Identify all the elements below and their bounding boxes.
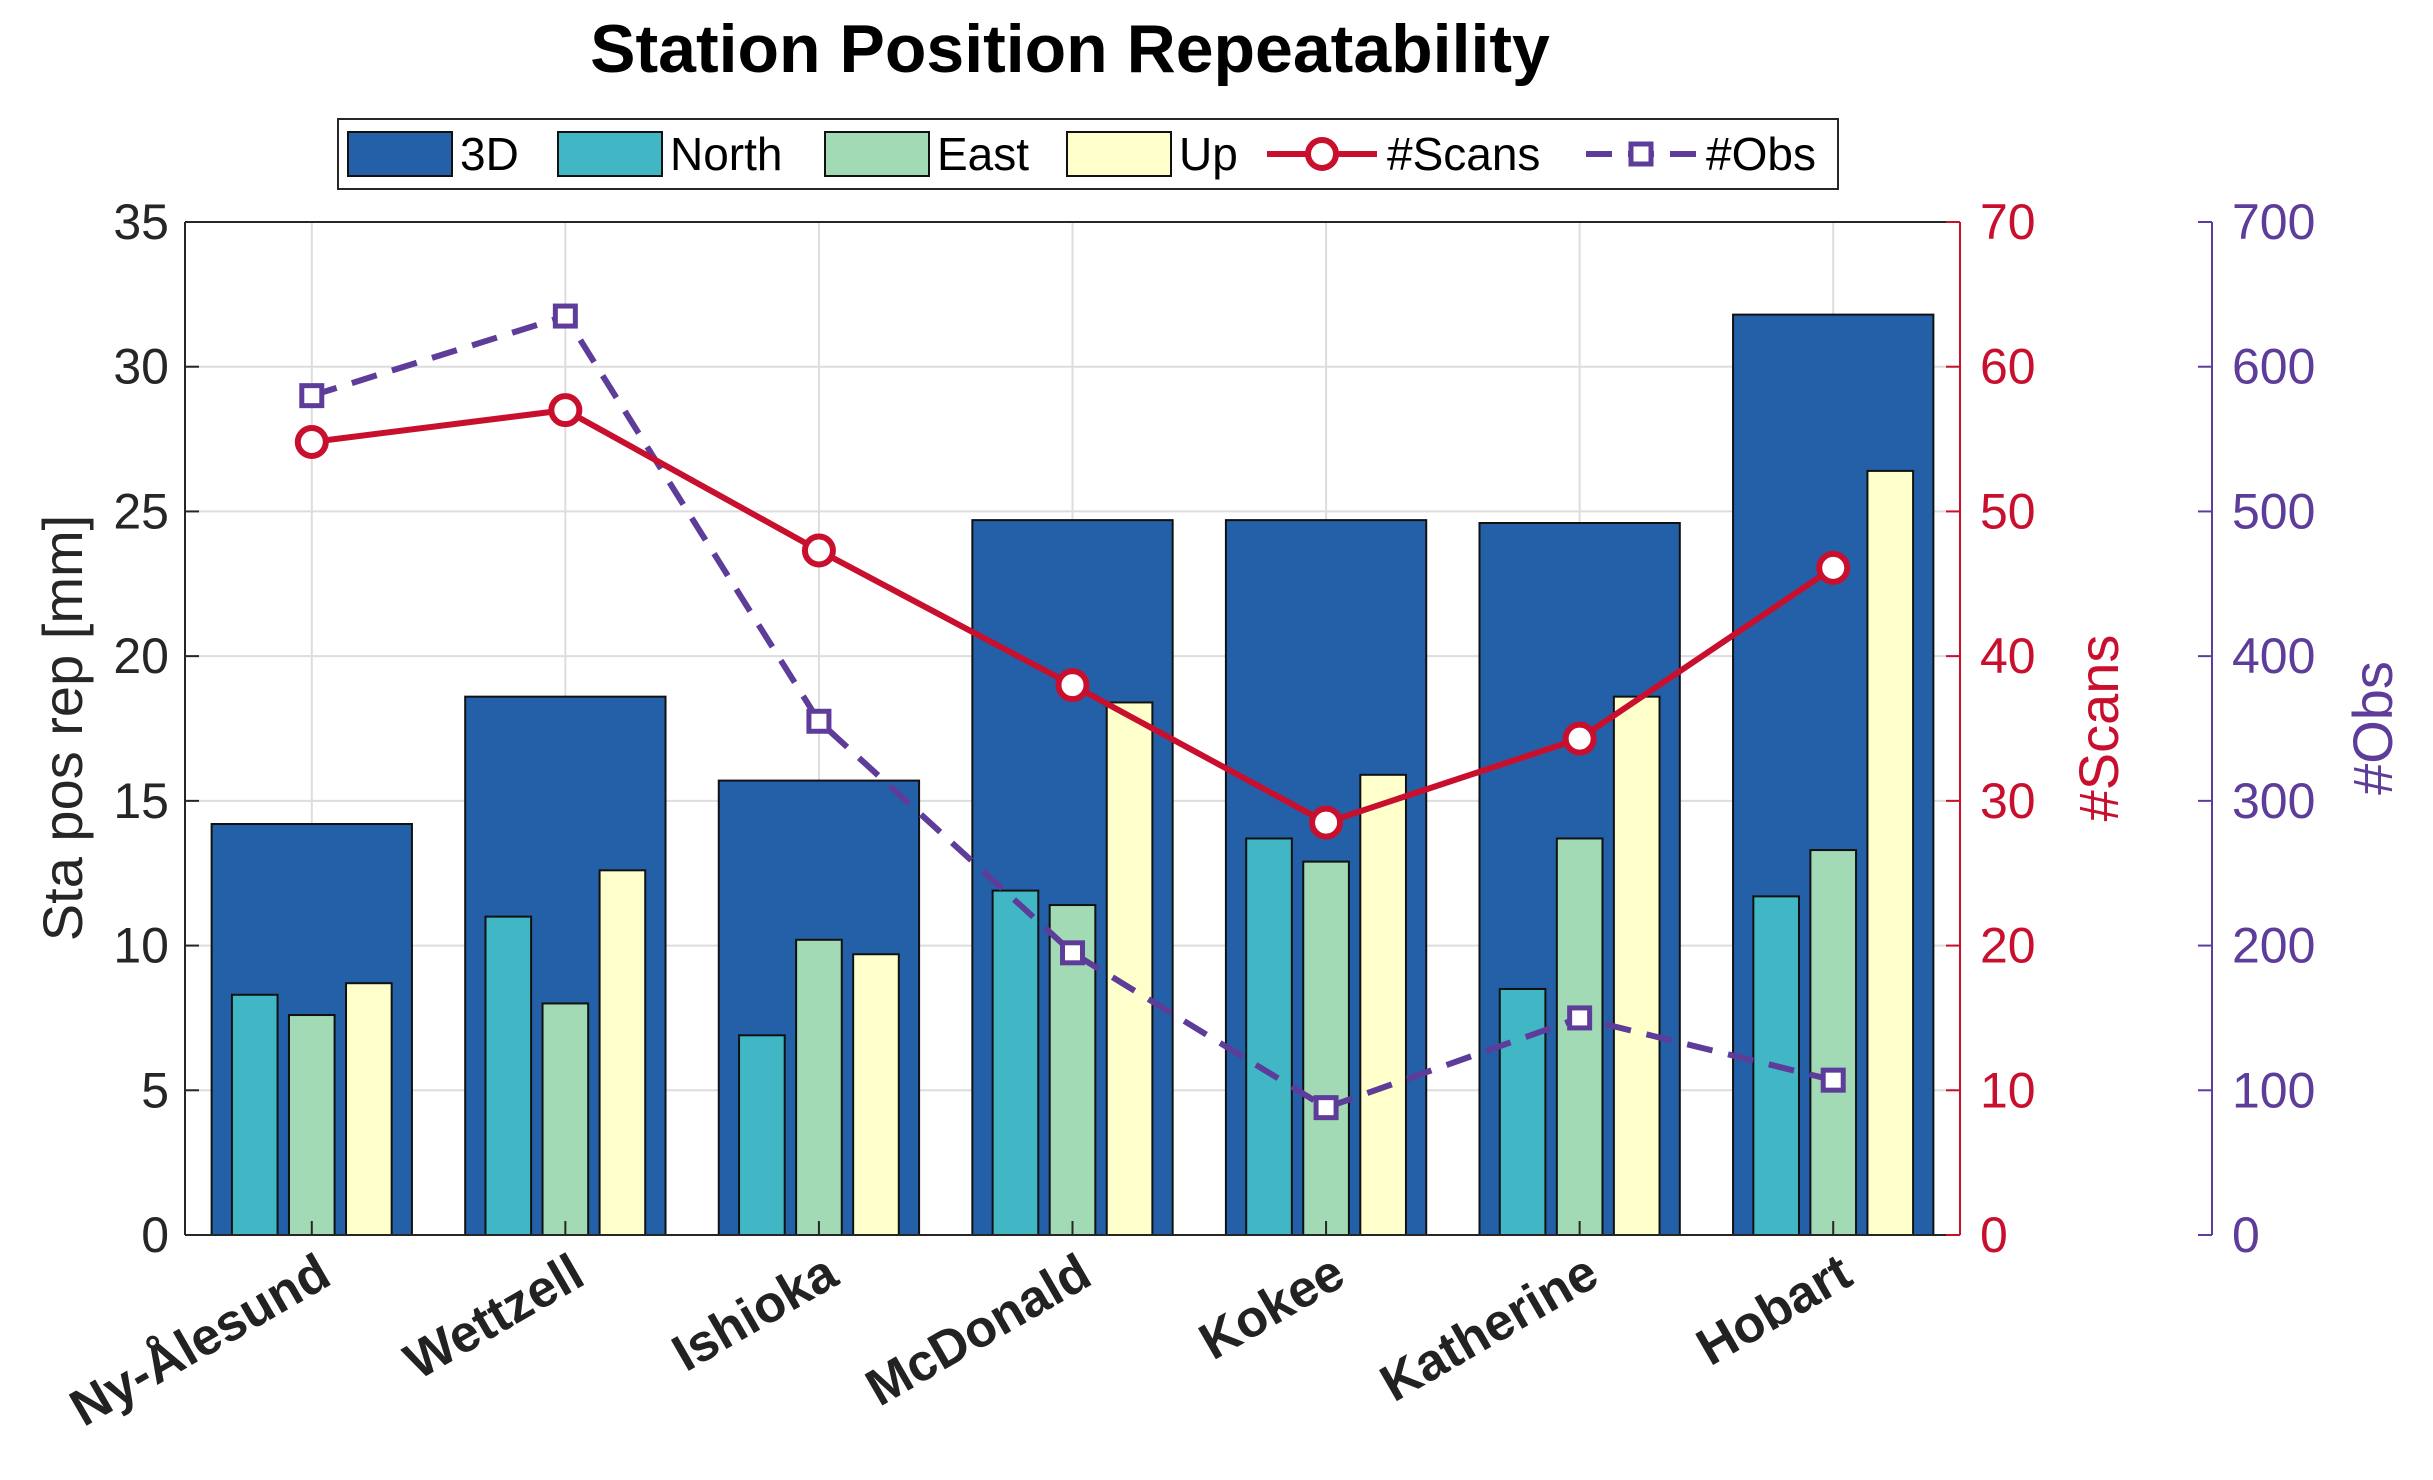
y-tick-label: 15 [113, 773, 169, 829]
y2-tick-label: 30 [1980, 773, 2036, 829]
y3-tick-label: 400 [2232, 628, 2315, 684]
legend-label: Up [1179, 128, 1238, 180]
scans-marker [1562, 721, 1597, 756]
y3-tick-label: 500 [2232, 483, 2315, 539]
category-labels: Ny-Ålesund Wettzell Ishioka McDonald Kokee Ka… [61, 1243, 1862, 1438]
scans-marker [1816, 550, 1851, 585]
y-tick-label: 5 [141, 1062, 169, 1118]
legend-obs-marker [1628, 141, 1654, 167]
legend-swatch-east [824, 131, 930, 177]
legend-label: 3D [460, 128, 519, 180]
y2-tick-label: 60 [1980, 339, 2036, 395]
bar-east [1555, 837, 1604, 1236]
y-tick-label: 35 [113, 194, 169, 250]
legend-label: #Scans [1387, 128, 1540, 180]
bar-up [852, 953, 900, 1236]
y3-tick-label: 600 [2232, 339, 2315, 395]
bar-up [1612, 695, 1661, 1236]
y-tick-label: 0 [141, 1207, 169, 1263]
category-label: Ny-Ålesund [61, 1243, 340, 1438]
axes [184, 221, 2213, 1236]
y2-tick-label: 20 [1980, 918, 2036, 974]
obs-marker [1060, 940, 1085, 966]
y2-tick-label: 40 [1980, 628, 2036, 684]
obs-marker [299, 383, 325, 409]
legend-label: #Obs [1706, 128, 1816, 180]
bar-up [1359, 773, 1407, 1237]
category-label: Ishioka [663, 1243, 848, 1383]
y2-tick-label: 70 [1980, 194, 2036, 250]
bar-north [991, 889, 1040, 1237]
ticks: 0510152025303501020304050607001002003004… [113, 194, 2315, 1263]
bars [210, 313, 1935, 1237]
bar-up [1866, 469, 1915, 1236]
bar-north [1498, 987, 1547, 1236]
legend-label: North [670, 128, 782, 180]
scans-marker [801, 533, 836, 568]
legend-label: East [937, 128, 1029, 180]
category-label: Hobart [1687, 1243, 1861, 1377]
y-tick-label: 30 [113, 339, 169, 395]
y3-tick-label: 300 [2232, 773, 2315, 829]
bar-east [1302, 860, 1350, 1236]
category-label: Wettzell [395, 1243, 593, 1391]
bar-up [598, 869, 647, 1236]
bar-north [230, 993, 279, 1236]
legend-swatch-3d [347, 131, 453, 177]
bar-east [1809, 849, 1858, 1236]
y-tick-label: 10 [113, 918, 169, 974]
y3-axis-label: #Obs [2341, 661, 2404, 795]
y3-tick-label: 200 [2232, 918, 2315, 974]
obs-marker [1820, 1067, 1846, 1093]
y2-tick-label: 0 [1980, 1207, 2008, 1263]
bar-east [795, 938, 843, 1236]
bar-north [1245, 837, 1293, 1236]
y3-tick-label: 100 [2232, 1062, 2315, 1118]
scans-marker [1309, 805, 1344, 840]
bar-east [541, 1002, 590, 1237]
obs-marker [1567, 1005, 1593, 1031]
bar-up [345, 982, 393, 1236]
lines [294, 303, 1851, 1121]
bar-north [738, 1034, 786, 1237]
y3-tick-label: 0 [2232, 1207, 2260, 1263]
scans-marker [294, 424, 329, 459]
legend-scans-marker [1305, 137, 1339, 171]
y-axis-label: Sta pos rep [mm] [31, 515, 94, 941]
y2-axis-label: #Scans [2067, 635, 2130, 822]
bar-north [484, 915, 533, 1237]
category-label: Kokee [1190, 1243, 1354, 1371]
chart-title: Station Position Repeatability [590, 11, 1550, 87]
scans-marker [1055, 668, 1090, 703]
y3-tick-label: 700 [2232, 194, 2315, 250]
obs-marker [1313, 1095, 1339, 1121]
bar-up [1105, 701, 1154, 1236]
legend: 3D North East Up #Scans #Obs [337, 118, 1839, 190]
obs-marker [552, 303, 578, 329]
category-label: McDonald [856, 1243, 1100, 1417]
y2-tick-label: 10 [1980, 1062, 2036, 1118]
y-tick-label: 20 [113, 628, 169, 684]
y-tick-label: 25 [113, 483, 169, 539]
legend-swatch-north [557, 131, 663, 177]
obs-marker [806, 708, 832, 734]
y2-tick-label: 50 [1980, 483, 2036, 539]
legend-swatch-up [1066, 131, 1172, 177]
bar-east [287, 1014, 336, 1237]
scans-marker [548, 393, 583, 428]
category-label: Katherine [1371, 1243, 1608, 1413]
